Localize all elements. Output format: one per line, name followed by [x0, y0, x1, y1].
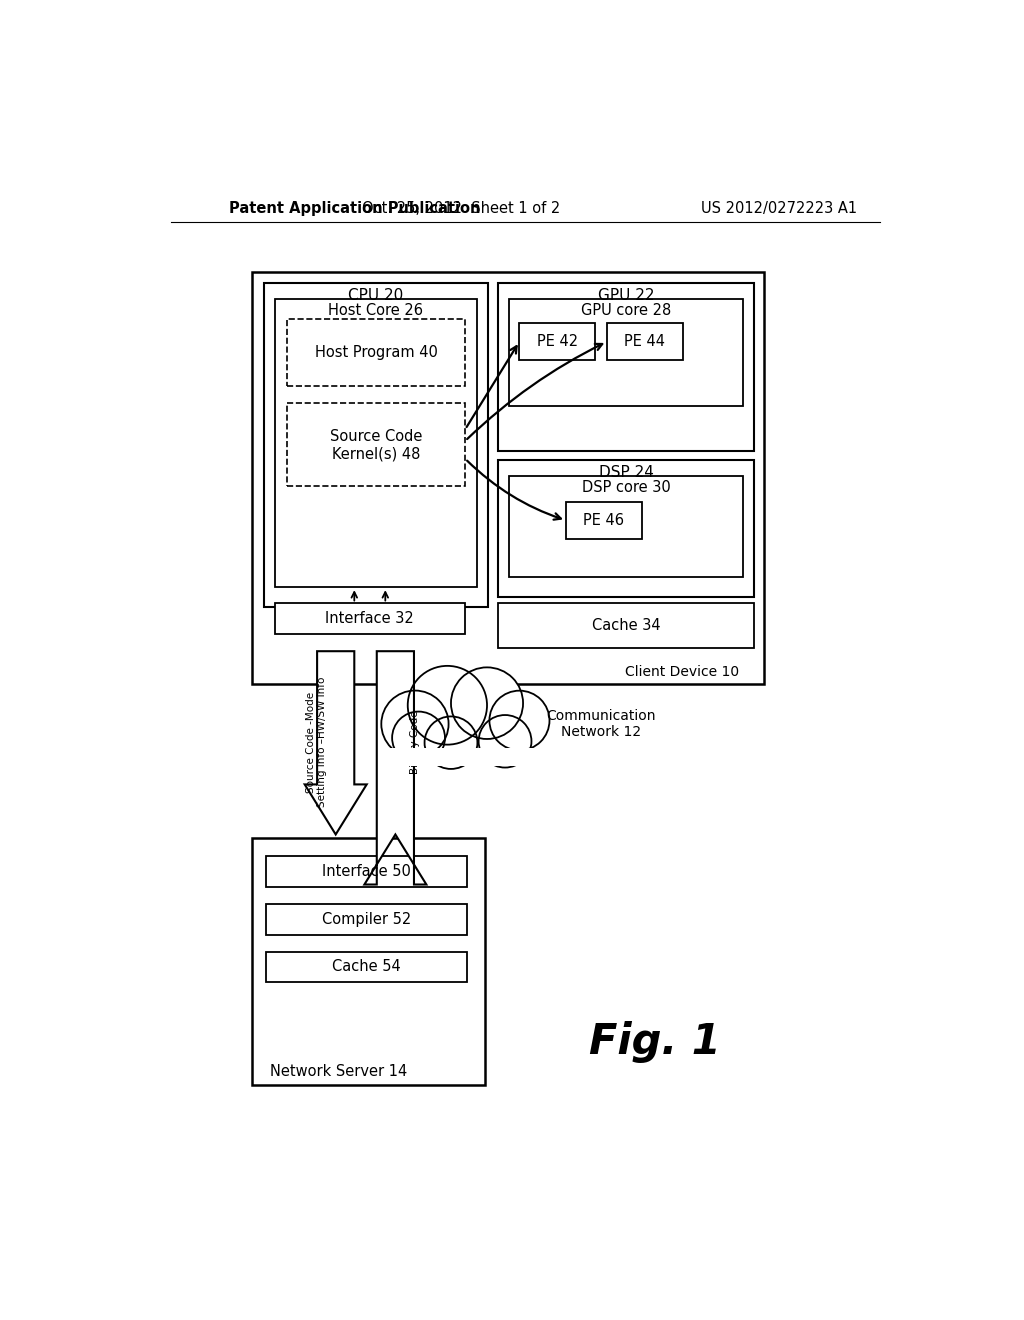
Bar — [509, 298, 743, 407]
Bar — [499, 603, 755, 648]
Polygon shape — [305, 651, 367, 834]
Bar — [275, 298, 477, 587]
Bar — [266, 952, 467, 982]
Circle shape — [489, 690, 550, 750]
Text: PE 42: PE 42 — [537, 334, 578, 350]
Text: Source Code -Mode
Setting Info –HW/SW Info: Source Code -Mode Setting Info –HW/SW In… — [305, 677, 327, 808]
Bar — [499, 284, 755, 451]
Circle shape — [381, 690, 449, 758]
Circle shape — [392, 711, 445, 764]
Text: Fig. 1: Fig. 1 — [589, 1022, 721, 1064]
Text: PE 44: PE 44 — [625, 334, 666, 350]
Text: US 2012/0272223 A1: US 2012/0272223 A1 — [701, 201, 857, 216]
Text: DSP 24: DSP 24 — [599, 465, 653, 480]
Bar — [287, 318, 465, 387]
Text: Binary Code: Binary Code — [410, 710, 420, 774]
Circle shape — [478, 715, 531, 767]
Circle shape — [425, 717, 477, 770]
Circle shape — [408, 665, 487, 744]
Text: CPU 20: CPU 20 — [348, 288, 403, 304]
Bar — [263, 284, 488, 607]
Text: PE 46: PE 46 — [584, 512, 625, 528]
Bar — [519, 323, 595, 360]
Text: Host Core 26: Host Core 26 — [329, 304, 424, 318]
Text: Interface 32: Interface 32 — [326, 611, 414, 627]
Bar — [275, 603, 465, 635]
Text: Host Program 40: Host Program 40 — [314, 345, 437, 360]
Text: Interface 50: Interface 50 — [323, 863, 412, 879]
Bar — [252, 838, 484, 1085]
Text: Cache 34: Cache 34 — [592, 618, 660, 634]
Text: Patent Application Publication: Patent Application Publication — [228, 201, 480, 216]
Text: Source Code
Kernel(s) 48: Source Code Kernel(s) 48 — [330, 429, 422, 461]
Text: DSP core 30: DSP core 30 — [582, 480, 671, 495]
Bar — [252, 272, 764, 684]
Text: GPU core 28: GPU core 28 — [582, 304, 672, 318]
Bar — [266, 904, 467, 935]
Bar — [509, 475, 743, 577]
Text: Cache 54: Cache 54 — [333, 960, 401, 974]
Text: Compiler 52: Compiler 52 — [323, 912, 412, 927]
Bar — [566, 502, 642, 539]
Bar — [499, 461, 755, 598]
Text: Oct. 25, 2012  Sheet 1 of 2: Oct. 25, 2012 Sheet 1 of 2 — [362, 201, 560, 216]
Bar — [387, 748, 536, 766]
Text: GPU 22: GPU 22 — [598, 288, 654, 304]
Circle shape — [451, 668, 523, 739]
Bar — [287, 404, 465, 487]
Polygon shape — [365, 651, 426, 884]
Text: Communication
Network 12: Communication Network 12 — [546, 709, 655, 739]
Bar — [266, 857, 467, 887]
Text: Client Device 10: Client Device 10 — [625, 665, 739, 678]
Bar — [607, 323, 683, 360]
Text: Network Server 14: Network Server 14 — [270, 1064, 408, 1080]
